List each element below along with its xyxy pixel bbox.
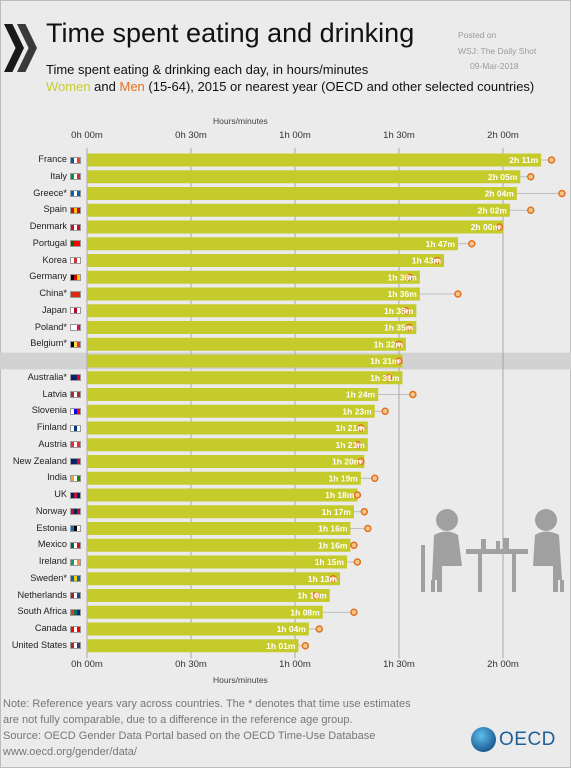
country-label: OECD 28: [27, 355, 67, 365]
country-label: Greece*: [33, 187, 67, 198]
legend-line: Women and Men (15-64), 2015 or nearest y…: [46, 79, 534, 94]
country-flag-icon: [70, 575, 81, 583]
country-flag-icon: [70, 407, 81, 415]
axis-title-bottom: Hours/minutes: [213, 675, 268, 685]
country-label: Sweden*: [30, 572, 67, 583]
chart-title: Time spent eating and drinking: [46, 18, 415, 48]
country-flag-icon: [70, 324, 81, 331]
country-flag-icon: [70, 290, 81, 298]
country-label: China*: [39, 288, 67, 298]
legend-and: and: [90, 79, 120, 94]
country-label: India: [47, 472, 67, 483]
country-flag-icon: [70, 223, 81, 231]
country-label: Japan: [41, 304, 67, 315]
tick-label: 1h 00m: [279, 659, 311, 670]
tick-label: 1h 30m: [383, 130, 415, 141]
country-flag-icon: [70, 424, 81, 432]
footer-note-line2: are not fully comparable, due to a diffe…: [3, 714, 353, 726]
country-label: Canada: [34, 623, 67, 633]
legend-rest: (15-64), 2015 or nearest year (OECD and …: [144, 79, 535, 94]
country-flag-icon: [70, 156, 81, 164]
tick-label: 1h 30m: [383, 659, 415, 670]
country-flag-icon: [70, 307, 81, 315]
oecd-globe-icon: [471, 727, 496, 752]
country-flag-icon: [70, 608, 81, 616]
country-label: Mexico: [37, 539, 67, 550]
posted-date: 09-Mar-2018: [470, 61, 519, 71]
tick-label: 0h 30m: [175, 659, 207, 670]
tick-label: 1h 00m: [279, 130, 311, 141]
country-flag-icon: [70, 273, 81, 281]
country-label: Norway: [35, 505, 67, 516]
country-flag-icon: [70, 240, 81, 248]
country-label: United States: [11, 639, 67, 650]
country-label: South Africa: [17, 606, 67, 617]
chart-subtitle: Time spent eating & drinking each day, i…: [46, 62, 369, 77]
country-flag-icon: [70, 206, 81, 214]
country-flag-icon: [70, 357, 81, 365]
country-label: Latvia: [42, 388, 67, 399]
posted-on-label: Posted on: [458, 30, 497, 40]
country-label: Belgium*: [30, 338, 67, 349]
legend-men: Men: [119, 79, 145, 94]
country-label: Finland: [36, 422, 67, 432]
country-flag-icon: [70, 257, 81, 264]
country-flag-icon: [70, 558, 81, 566]
country-label: Italy: [50, 170, 67, 181]
country-label: UK: [54, 489, 67, 499]
tick-label: 0h 00m: [71, 130, 103, 141]
country-label: New Zealand: [12, 455, 67, 466]
tick-label: 2h 00m: [487, 130, 519, 141]
country-label: Ireland: [38, 556, 67, 566]
country-flag-icon: [70, 374, 81, 382]
country-flag-icon: [70, 340, 81, 348]
country-label: Estonia: [36, 522, 67, 533]
country-label: France: [38, 154, 67, 164]
country-flag-icon: [70, 474, 81, 482]
country-label: Poland*: [34, 321, 67, 332]
tick-label: 0h 00m: [71, 659, 103, 670]
footer-source: Source: OECD Gender Data Portal based on…: [3, 730, 376, 742]
country-flag-icon: [70, 173, 81, 181]
country-label: Australia*: [27, 371, 67, 382]
country-flag-icon: [70, 508, 81, 516]
axis-title-top: Hours/minutes: [213, 116, 268, 126]
country-flag-icon: [70, 592, 81, 599]
tick-label: 2h 00m: [487, 659, 519, 670]
footer-note-line1: Note: Reference years vary across countr…: [3, 698, 411, 710]
country-flag-icon: [70, 458, 81, 465]
country-flag-icon: [70, 541, 81, 549]
country-flag-icon: [70, 625, 81, 633]
posted-source: WSJ: The Daily Shot: [458, 46, 537, 56]
country-label: Korea: [42, 254, 67, 265]
country-flag-icon: [70, 491, 81, 499]
legend-women: Women: [46, 79, 91, 94]
country-flag-icon: [70, 642, 81, 650]
country-label: Denmark: [29, 221, 67, 231]
country-flag-icon: [70, 441, 81, 449]
tick-label: 0h 30m: [175, 130, 207, 141]
footer-url[interactable]: www.oecd.org/gender/data/: [3, 746, 137, 758]
country-flag-icon: [70, 391, 81, 398]
country-label: Slovenia: [31, 405, 67, 416]
country-flag-icon: [70, 525, 81, 532]
country-label: Spain: [43, 204, 68, 215]
country-label: Austria: [38, 438, 67, 449]
country-flag-icon: [70, 190, 81, 197]
oecd-logo-text: OECD: [499, 729, 556, 750]
country-label: Netherlands: [17, 589, 67, 600]
country-label: Germany: [29, 271, 67, 282]
country-label: Portugal: [32, 237, 67, 248]
